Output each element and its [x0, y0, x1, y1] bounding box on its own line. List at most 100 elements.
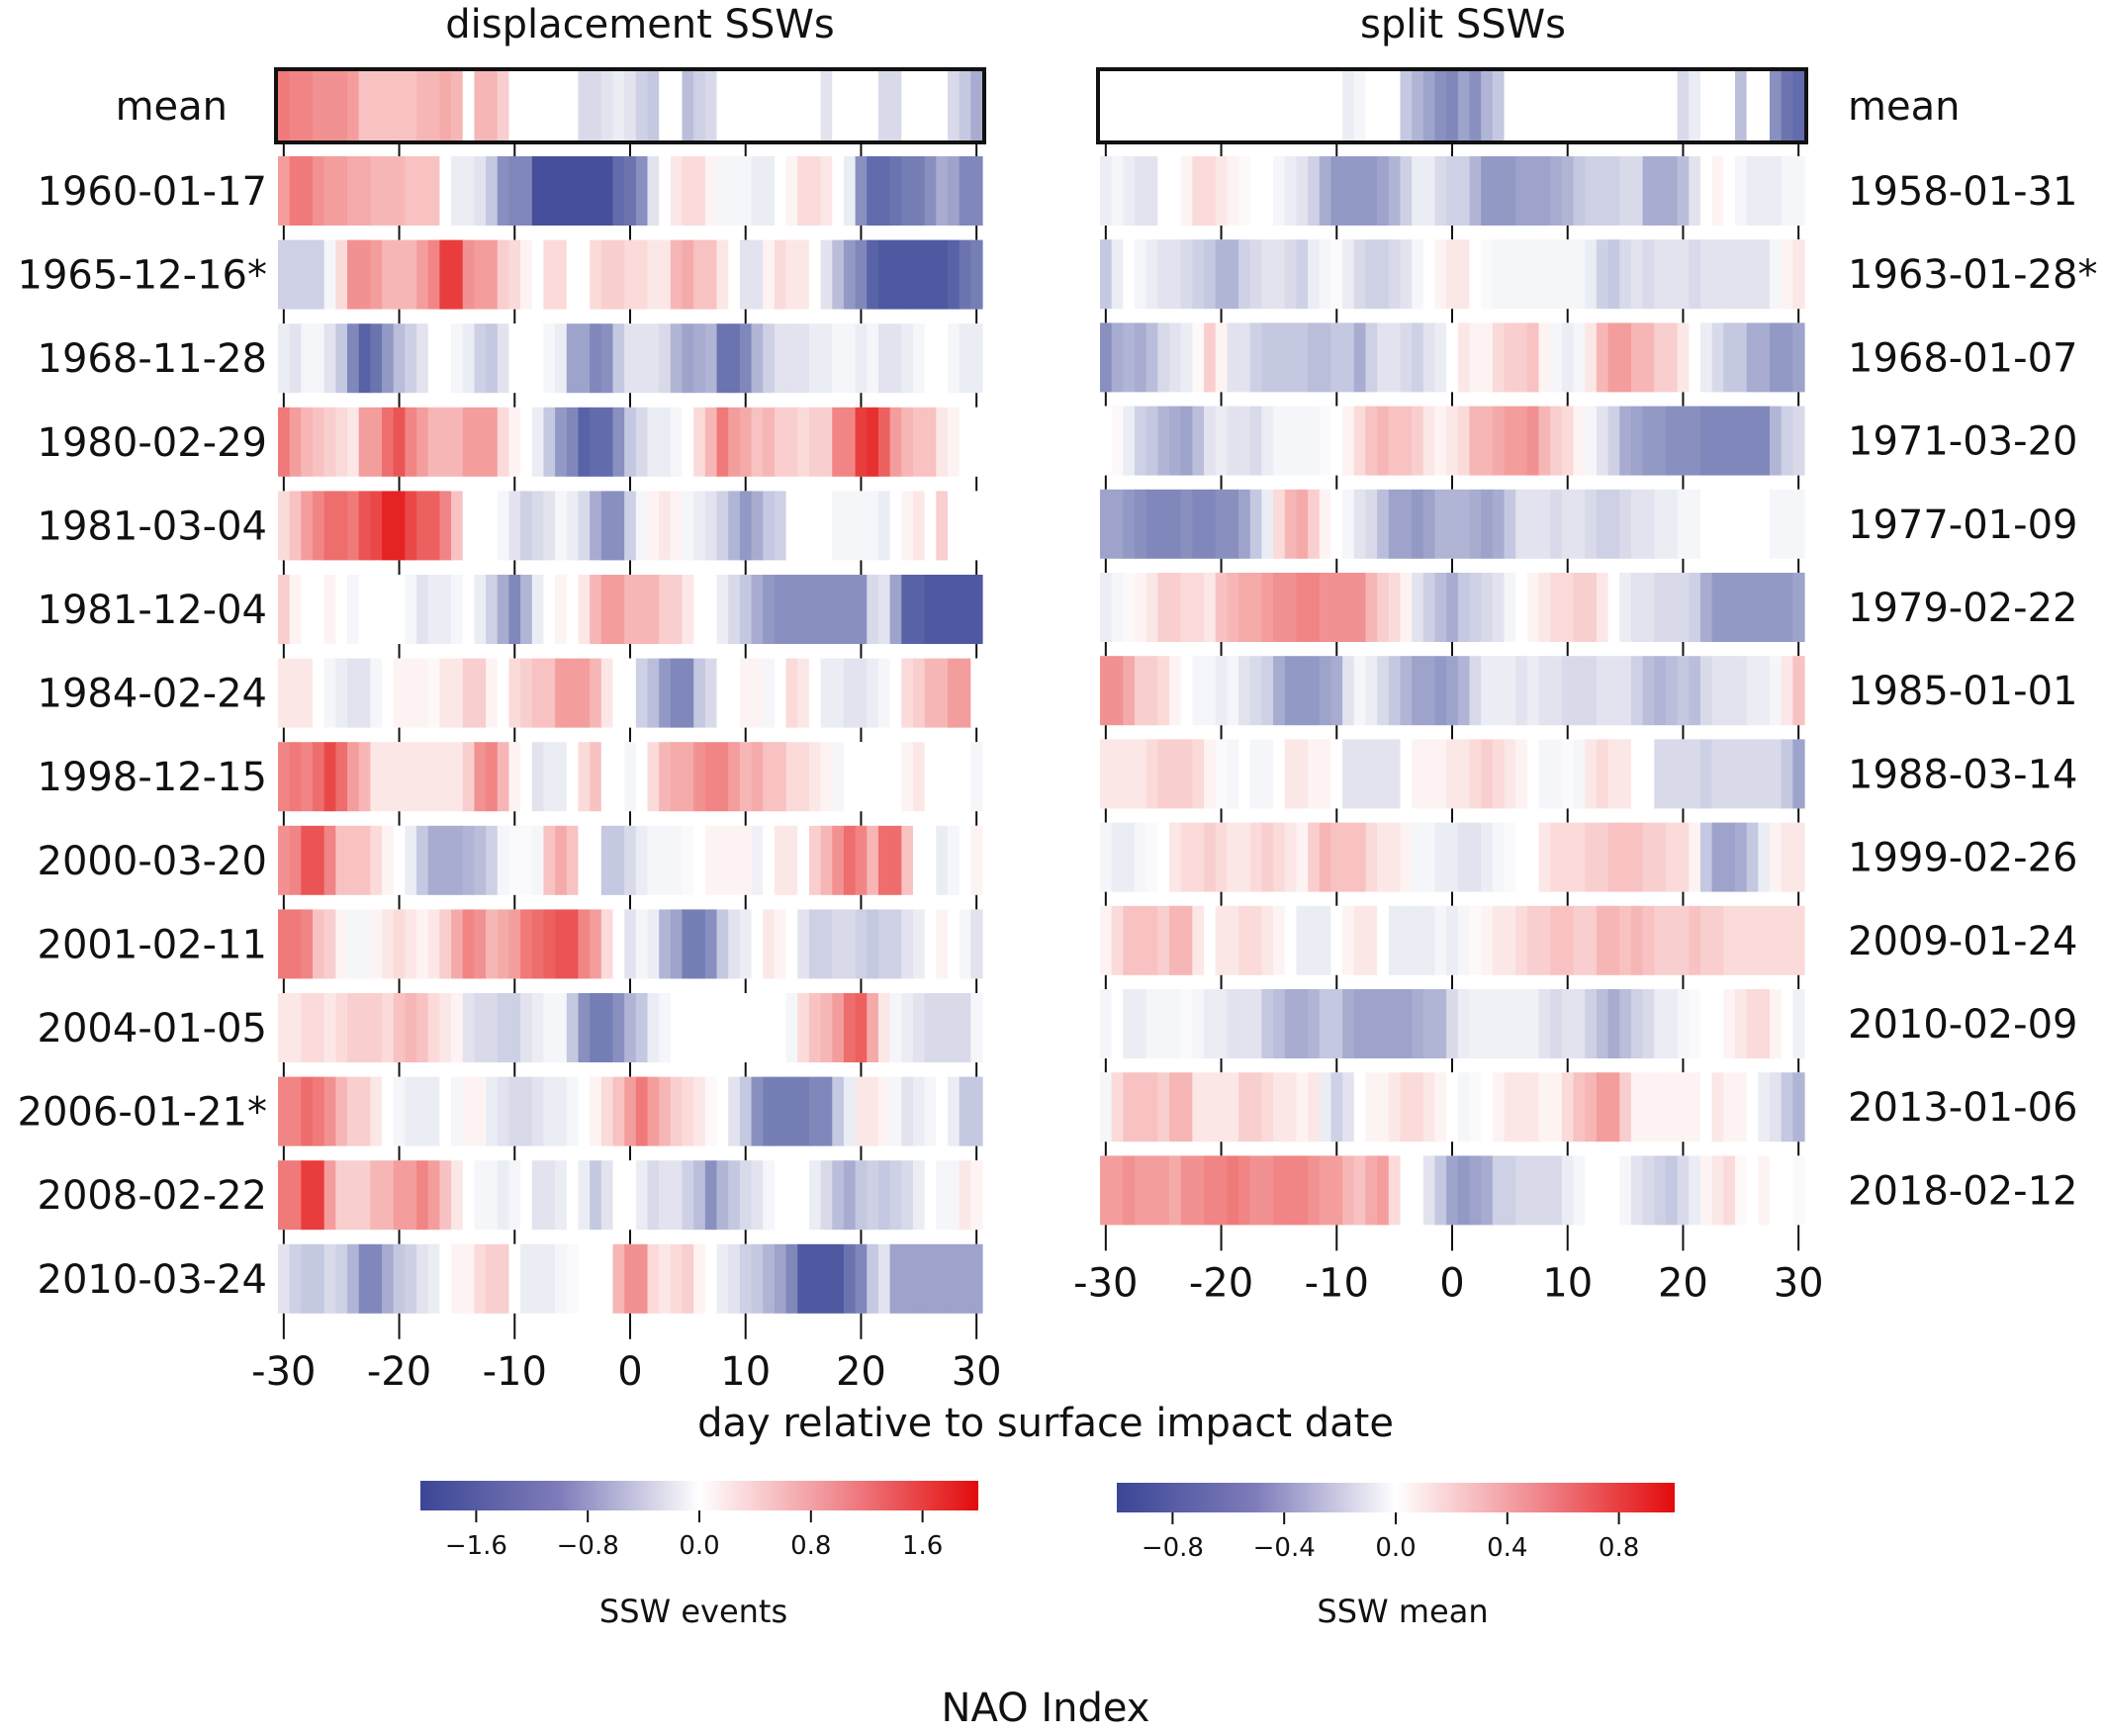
event-cell	[439, 658, 452, 728]
event-cell	[624, 825, 637, 895]
event-cell	[1204, 656, 1217, 726]
event-cell	[439, 491, 452, 561]
event-cell	[1446, 905, 1459, 975]
event-cell	[647, 1160, 660, 1231]
event-cell	[808, 1160, 822, 1231]
mean-cell	[1284, 71, 1298, 140]
event-cell	[416, 407, 429, 477]
event-cell	[901, 575, 914, 644]
figure-caption: NAO Index	[942, 1686, 1150, 1731]
event-cell	[1308, 156, 1321, 226]
event-cell	[335, 658, 348, 728]
event-cell	[520, 407, 533, 477]
mean-cell	[451, 71, 464, 140]
event-cell	[1145, 573, 1158, 642]
event-cell	[901, 993, 914, 1062]
event-cell	[624, 491, 637, 561]
event-cell	[1504, 656, 1516, 726]
event-cell	[335, 1076, 348, 1146]
event-cell	[1388, 573, 1402, 642]
event-cell	[566, 575, 580, 644]
event-cell	[924, 825, 937, 895]
event-cell	[590, 993, 602, 1062]
x-axis-label: day relative to surface impact date	[697, 1401, 1394, 1446]
event-cell	[820, 407, 833, 477]
event-cell	[1434, 822, 1447, 892]
event-cell	[1330, 1155, 1343, 1226]
event-cell	[855, 1076, 868, 1146]
event-cell	[947, 742, 961, 812]
event-cell	[1538, 656, 1551, 726]
event-cell	[970, 993, 983, 1062]
row-label-mean: mean	[116, 84, 228, 130]
event-cell	[555, 156, 568, 226]
event-cell	[531, 1076, 545, 1146]
event-cell	[682, 156, 694, 226]
event-cell	[970, 491, 983, 561]
mean-cell	[1273, 71, 1286, 140]
event-cell	[543, 909, 556, 979]
mean-cell	[1630, 71, 1644, 140]
event-cell	[1619, 739, 1632, 809]
event-cell	[1689, 1072, 1701, 1142]
event-cell	[1573, 573, 1586, 642]
event-cell	[1296, 322, 1309, 393]
event-cell	[1561, 406, 1575, 476]
event-cell	[1111, 905, 1124, 975]
event-cell	[1769, 489, 1783, 559]
event-cell	[1308, 239, 1321, 310]
event-cell	[1526, 239, 1540, 310]
event-cell	[1157, 1072, 1170, 1142]
mean-cell	[1353, 71, 1367, 140]
event-cell	[1400, 489, 1413, 559]
event-cell	[832, 491, 845, 561]
event-cell	[728, 742, 741, 812]
event-cell	[1457, 1155, 1471, 1226]
event-cell	[1249, 905, 1263, 975]
event-cell	[1607, 1155, 1620, 1226]
event-cell	[1457, 905, 1471, 975]
event-cell	[1308, 739, 1321, 809]
event-cell	[1689, 1155, 1701, 1226]
event-cell	[1319, 406, 1332, 476]
event-cell	[566, 993, 580, 1062]
event-cell	[635, 742, 649, 812]
mean-cell	[543, 71, 556, 140]
event-cell	[832, 323, 845, 394]
event-cell	[1781, 1155, 1793, 1226]
event-cell	[1434, 905, 1447, 975]
event-cell	[1723, 156, 1736, 226]
event-cell	[1734, 1072, 1748, 1142]
event-cell	[427, 658, 441, 728]
event-cell	[1746, 239, 1759, 310]
mean-cell	[358, 71, 371, 140]
event-cell	[855, 323, 868, 394]
event-cell	[704, 156, 718, 226]
event-cell	[1630, 489, 1644, 559]
event-cell	[1792, 1155, 1805, 1226]
event-cell	[1781, 322, 1793, 393]
event-cell	[1261, 239, 1274, 310]
event-cell	[520, 909, 533, 979]
event-cell	[1515, 489, 1528, 559]
event-cell	[531, 575, 545, 644]
event-cell	[1261, 739, 1274, 809]
event-cell	[1469, 822, 1482, 892]
event-cell	[716, 575, 729, 644]
mean-cell	[855, 71, 868, 140]
event-row	[1100, 989, 1805, 1058]
mean-cell	[520, 71, 533, 140]
colorbar-tick-label: −0.8	[557, 1531, 619, 1561]
event-cell	[555, 909, 568, 979]
event-cell	[843, 239, 857, 310]
event-cell	[1342, 739, 1355, 809]
event-cell	[1215, 573, 1228, 642]
event-cell	[682, 658, 694, 728]
event-cell	[474, 909, 487, 979]
mean-cell	[474, 71, 487, 140]
mean-cell	[278, 71, 291, 140]
event-cell	[1353, 989, 1367, 1058]
event-cell	[728, 825, 741, 895]
event-cell	[889, 658, 902, 728]
event-cell	[1469, 406, 1482, 476]
